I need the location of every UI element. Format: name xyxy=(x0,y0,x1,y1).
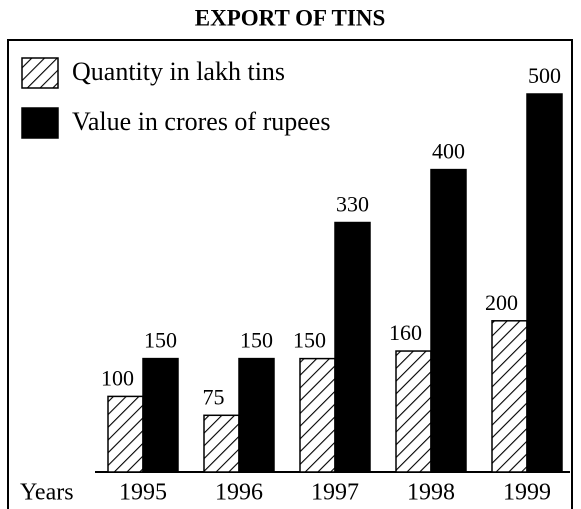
x-tick-label: 1998 xyxy=(407,480,455,506)
legend-swatch xyxy=(21,107,59,139)
x-axis-label: Years xyxy=(20,480,74,506)
bar xyxy=(203,414,240,473)
value-label: 500 xyxy=(528,63,561,88)
value-label: 200 xyxy=(485,290,518,315)
value-label: 150 xyxy=(293,328,326,353)
bar xyxy=(526,93,563,473)
value-label: 75 xyxy=(203,384,225,409)
value-label: 100 xyxy=(101,365,134,390)
bar xyxy=(334,221,371,473)
bar xyxy=(142,357,179,473)
bar xyxy=(430,168,467,473)
value-label: 150 xyxy=(240,328,273,353)
value-label: 400 xyxy=(432,139,465,164)
x-tick-label: 1995 xyxy=(119,480,167,506)
legend-swatch xyxy=(21,57,59,89)
bar xyxy=(395,350,432,473)
bar xyxy=(107,395,144,473)
legend-label: Value in crores of rupees xyxy=(72,107,330,136)
x-tick-label: 1999 xyxy=(503,480,551,506)
value-label: 150 xyxy=(144,328,177,353)
bar xyxy=(491,320,528,473)
value-label: 330 xyxy=(336,192,369,217)
bar xyxy=(238,357,275,473)
frame xyxy=(7,39,573,509)
legend-label: Quantity in lakh tins xyxy=(72,57,285,86)
x-tick-label: 1997 xyxy=(311,480,359,506)
value-label: 160 xyxy=(389,320,422,345)
bar xyxy=(299,357,336,473)
chart-title: EXPORT OF TINS xyxy=(195,5,385,30)
x-tick-label: 1996 xyxy=(215,480,263,506)
